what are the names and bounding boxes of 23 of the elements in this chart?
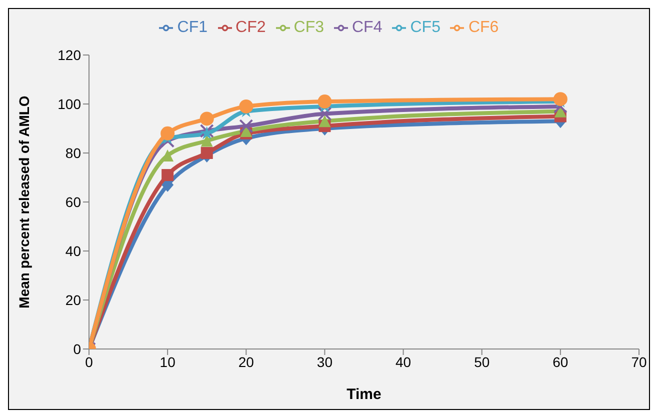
y-tick-label: 100 xyxy=(58,96,82,112)
x-tick-label: 50 xyxy=(474,354,490,370)
y-tick-label: 0 xyxy=(73,340,82,357)
y-tick-label: 80 xyxy=(65,144,82,161)
x-tick-label: 0 xyxy=(85,354,94,370)
legend-label: CF1 xyxy=(177,19,208,36)
x-tick-label: 30 xyxy=(316,354,333,370)
legend-label: CF3 xyxy=(294,19,324,36)
x-tick-label: 40 xyxy=(395,354,412,370)
legend-label: CF5 xyxy=(410,19,440,36)
x-tick-label: 60 xyxy=(552,354,568,370)
y-tick-label: 120 xyxy=(58,46,82,63)
y-tick-label: 20 xyxy=(65,292,82,308)
x-tick-label: 20 xyxy=(238,354,254,370)
legend-label: CF4 xyxy=(352,19,382,36)
x-tick-label: 10 xyxy=(160,354,176,370)
x-tick-label: 70 xyxy=(631,354,647,370)
y-axis-title: Mean percent released of AMLO xyxy=(16,96,32,308)
y-tick-label: 40 xyxy=(65,242,82,259)
legend-label: CF6 xyxy=(468,19,499,36)
legend-label: CF2 xyxy=(236,19,266,36)
y-tick-label: 60 xyxy=(65,194,82,210)
x-axis-title: Time xyxy=(346,386,382,403)
